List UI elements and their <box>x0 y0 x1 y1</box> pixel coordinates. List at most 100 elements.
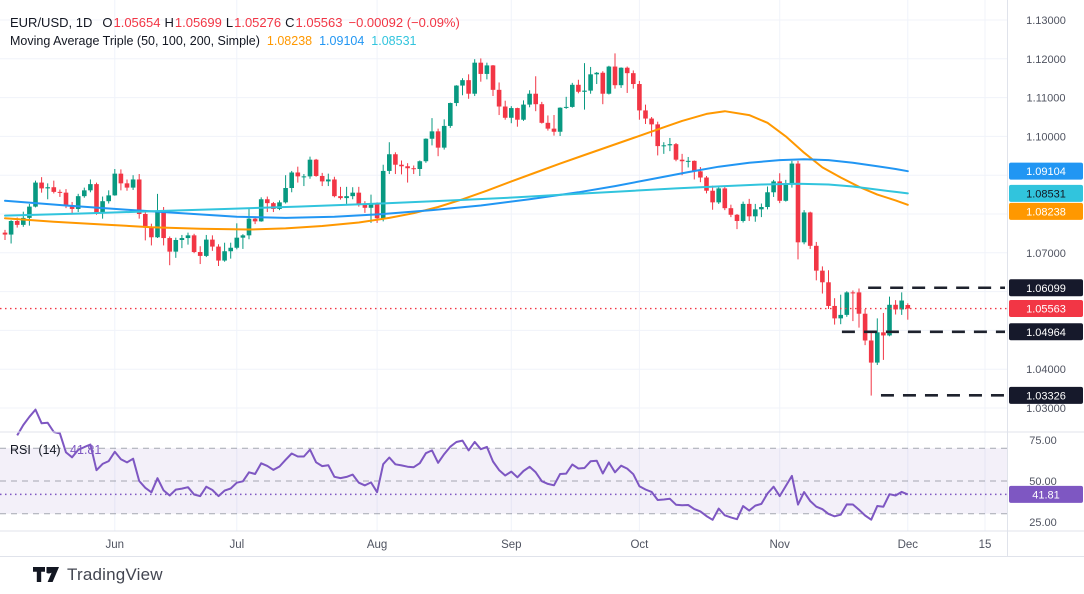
candle-body <box>545 122 551 129</box>
candle-body <box>136 179 142 214</box>
candle-body <box>594 72 599 75</box>
price-tick-label: 1.12000 <box>1026 54 1066 66</box>
ma-value-badge <box>1009 184 1083 202</box>
candle-body <box>728 208 734 215</box>
candle-body <box>63 192 69 206</box>
candle-body <box>380 170 386 219</box>
tradingview-logo[interactable]: TradingView <box>33 565 163 585</box>
time-axis-scale[interactable] <box>0 531 1008 557</box>
ma-value-badge-text: 1.08531 <box>1026 188 1066 200</box>
ma-value-badge <box>1009 162 1083 180</box>
level-value-badge-text: 1.03326 <box>1026 390 1066 402</box>
candle-body <box>655 124 660 147</box>
candle-body <box>27 206 32 218</box>
candle-body <box>466 80 471 94</box>
candle-body <box>417 161 423 169</box>
rsi-tick-label: 75.00 <box>1029 435 1057 447</box>
level-value-badge <box>1009 386 1083 404</box>
gridlines <box>0 0 1007 531</box>
candle-body <box>326 179 331 182</box>
candle-body <box>814 245 819 271</box>
candle-body <box>258 199 264 222</box>
candle-body <box>448 103 453 126</box>
candle-body <box>21 217 26 225</box>
candle-body <box>490 65 496 90</box>
candlestick-series <box>2 53 911 396</box>
price-tick-label: 1.03000 <box>1026 403 1066 415</box>
candle-body <box>807 212 813 246</box>
candle-body <box>551 128 557 132</box>
sma-200-line <box>4 182 909 217</box>
candle-body <box>173 239 179 252</box>
candle-body <box>862 313 868 341</box>
candle-body <box>759 207 764 210</box>
candle-body <box>570 84 575 107</box>
candle-body <box>746 203 752 217</box>
time-tick-label: Jul <box>229 539 244 551</box>
candle-body <box>698 171 703 178</box>
price-axis-scale[interactable] <box>1008 0 1084 557</box>
candle-body <box>783 183 789 201</box>
rsi-band-fill <box>0 448 1007 514</box>
candle-body <box>582 90 587 92</box>
candle-body <box>722 188 728 209</box>
time-tick-label: Sep <box>501 539 521 551</box>
dashed-level-lines <box>841 286 1005 397</box>
tradingview-logo-icon <box>33 567 59 582</box>
rsi-value-badge <box>1009 485 1083 503</box>
axis-badges: 1.09104 1.08531 1.08238 1.06099 1.04964 1.033… <box>1009 162 1083 503</box>
candle-body <box>130 179 136 188</box>
candle-body <box>692 160 697 172</box>
time-tick-label: Oct <box>630 539 649 551</box>
candle-body <box>600 72 606 94</box>
candle-body <box>191 235 197 253</box>
candle-body <box>649 118 654 125</box>
candle-body <box>502 106 508 118</box>
candle-body <box>399 164 404 167</box>
candle-body <box>435 131 441 148</box>
candle-body <box>875 332 880 363</box>
candle-body <box>313 159 319 176</box>
candle-body <box>515 108 520 120</box>
candle-body <box>149 227 154 238</box>
candle-body <box>222 251 227 261</box>
rsi-tick-label: 25.00 <box>1029 517 1057 529</box>
candle-body <box>454 85 459 104</box>
rsi-band <box>0 447 1007 515</box>
rsi-polyline <box>16 408 909 521</box>
candle-body <box>557 107 563 132</box>
candle-body <box>69 205 75 209</box>
candle-body <box>319 175 325 182</box>
candle-body <box>868 340 874 363</box>
price-tick-label: 1.10000 <box>1026 131 1066 143</box>
candle-body <box>240 235 246 238</box>
candle-body <box>307 159 313 177</box>
candle-body <box>484 65 490 74</box>
candle-body <box>2 232 8 235</box>
candle-body <box>478 62 484 74</box>
candle-body <box>667 144 673 146</box>
candle-body <box>112 173 118 196</box>
level-value-badge <box>1009 323 1083 341</box>
candle-body <box>899 300 904 310</box>
candle-body <box>838 314 843 319</box>
candle-body <box>795 163 801 243</box>
candle-body <box>143 214 148 228</box>
candle-body <box>362 203 368 208</box>
candle-body <box>155 210 160 238</box>
candle-body <box>905 305 911 309</box>
candle-body <box>88 184 93 191</box>
candle-body <box>393 154 398 165</box>
ma-value-badge-text: 1.09104 <box>1026 166 1066 178</box>
candle-body <box>588 74 593 91</box>
candle-body <box>387 154 392 171</box>
candle-body <box>460 80 465 86</box>
candle-body <box>179 238 185 240</box>
rsi-line <box>0 408 1007 521</box>
candle-body <box>234 237 240 248</box>
candle-body <box>716 188 721 203</box>
candle-body <box>265 199 270 204</box>
candle-body <box>283 188 288 203</box>
ma-value-badge-text: 1.08238 <box>1026 206 1066 218</box>
